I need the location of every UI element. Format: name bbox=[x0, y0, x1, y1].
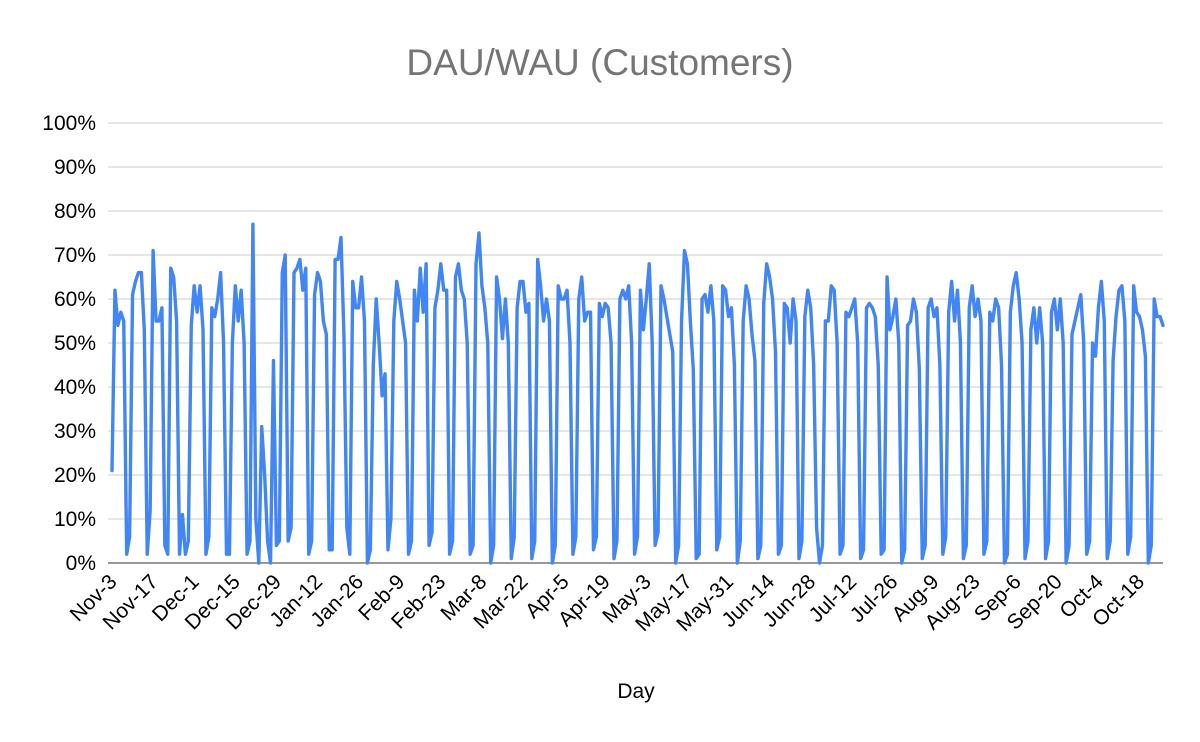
y-tick-label: 100% bbox=[42, 112, 96, 135]
gridlines bbox=[108, 122, 1163, 520]
y-tick-label: 20% bbox=[54, 464, 96, 487]
y-tick-label: 40% bbox=[54, 376, 96, 399]
y-tick-label: 60% bbox=[54, 288, 96, 311]
y-tick-label: 30% bbox=[54, 420, 96, 443]
series-line-dau-wau bbox=[110, 222, 1165, 565]
y-tick-label: 90% bbox=[54, 156, 96, 179]
chart-title: DAU/WAU (Customers) bbox=[406, 42, 793, 83]
series-group bbox=[110, 222, 1165, 565]
y-tick-label: 10% bbox=[54, 508, 96, 531]
y-tick-label: 70% bbox=[54, 244, 96, 267]
y-tick-label: 80% bbox=[54, 200, 96, 223]
x-axis-title: Day bbox=[617, 680, 655, 703]
y-tick-label: 0% bbox=[66, 552, 96, 575]
y-axis-tick-labels: 0% 10% 20% 30% 40% 50% 60% 70% 80% 90% 100% bbox=[42, 112, 96, 575]
y-tick-label: 50% bbox=[54, 332, 96, 355]
